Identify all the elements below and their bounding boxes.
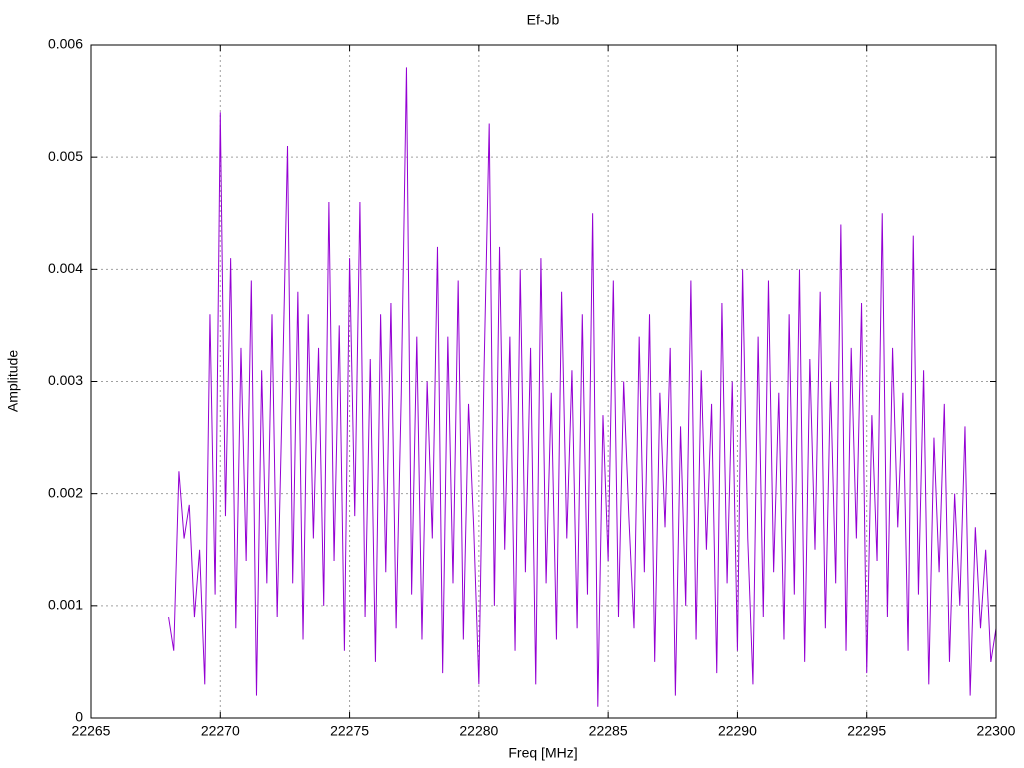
plot-frame <box>90 44 997 719</box>
y-tick-label: 0 <box>75 709 83 725</box>
x-axis-label: Freq [MHz] <box>508 745 577 761</box>
x-tick-label: 22295 <box>847 723 886 739</box>
y-tick-label: 0.003 <box>48 372 83 388</box>
y-tick-label: 0.004 <box>48 260 83 276</box>
x-tick-label: 22280 <box>459 723 498 739</box>
x-tick-label: 22265 <box>72 723 111 739</box>
y-tick-label: 0.005 <box>48 148 83 164</box>
chart-title: Ef-Jb <box>527 12 560 28</box>
y-tick-label: 0.006 <box>48 36 83 52</box>
x-tick-label: 22300 <box>977 723 1016 739</box>
x-tick-label: 22275 <box>330 723 369 739</box>
data-line <box>168 67 997 707</box>
x-tick-label: 22285 <box>589 723 628 739</box>
x-tick-label: 22290 <box>718 723 757 739</box>
y-axis-label: Amplitude <box>5 350 21 412</box>
y-tick-label: 0.002 <box>48 484 83 500</box>
x-tick-label: 22270 <box>201 723 240 739</box>
y-tick-label: 0.001 <box>48 597 83 613</box>
